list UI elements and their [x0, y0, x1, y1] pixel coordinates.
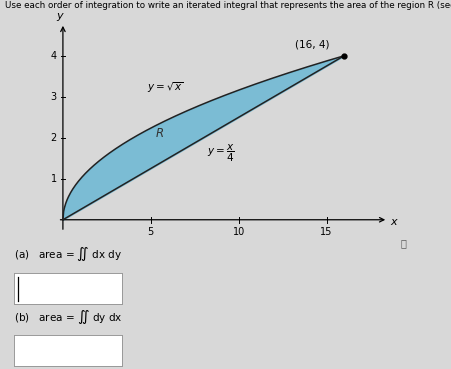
- Text: y: y: [56, 11, 63, 21]
- Text: (b)   area = $\iint$ dy dx: (b) area = $\iint$ dy dx: [14, 308, 122, 326]
- Text: Use each order of integration to write an iterated integral that represents the : Use each order of integration to write a…: [5, 1, 451, 10]
- Text: 3: 3: [51, 92, 57, 102]
- Text: 15: 15: [320, 227, 333, 237]
- Text: 1: 1: [51, 174, 57, 184]
- Text: $y=\sqrt{x}$: $y=\sqrt{x}$: [147, 80, 184, 95]
- Text: (a)   area = $\iint$ dx dy: (a) area = $\iint$ dx dy: [14, 245, 122, 263]
- Text: $y=\dfrac{x}{4}$: $y=\dfrac{x}{4}$: [207, 143, 235, 164]
- Text: R: R: [156, 127, 164, 140]
- Text: 2: 2: [51, 133, 57, 143]
- Text: (16, 4): (16, 4): [295, 39, 329, 49]
- Text: ⓘ: ⓘ: [400, 238, 407, 248]
- Text: 5: 5: [147, 227, 154, 237]
- Text: x: x: [390, 217, 396, 227]
- Text: 10: 10: [233, 227, 245, 237]
- Text: 4: 4: [51, 51, 57, 61]
